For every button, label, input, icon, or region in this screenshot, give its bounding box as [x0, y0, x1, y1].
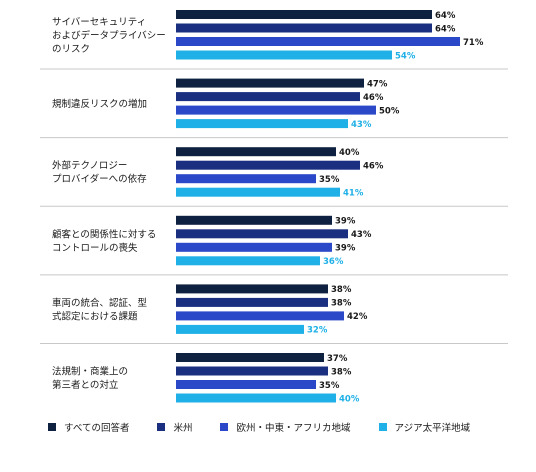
legend-swatch [157, 423, 166, 431]
value-label: 38% [331, 299, 352, 309]
value-label: 40% [339, 148, 360, 158]
value-label: 42% [347, 312, 368, 322]
category-label: およびデータプライバシー [52, 29, 166, 41]
legend-item: 欧州・中東・アフリカ地域 [220, 420, 351, 434]
bar [176, 366, 328, 376]
bar [176, 37, 460, 46]
bar [176, 284, 328, 294]
category-label: 車両の統合、認証、型 [52, 297, 148, 309]
value-label: 47% [367, 79, 388, 89]
bar [176, 105, 376, 115]
value-label: 50% [379, 106, 400, 116]
bar [176, 256, 320, 266]
category-label: 第三者との対立 [52, 379, 118, 391]
value-label: 37% [327, 354, 348, 364]
category-label: 規制違反リスクの増加 [52, 98, 147, 110]
legend-label: すべての回答者 [64, 423, 130, 434]
value-label: 32% [307, 326, 328, 336]
legend-item: アジア太平洋地域 [378, 420, 471, 434]
bar [176, 92, 360, 102]
bar [176, 242, 332, 252]
value-label: 71% [463, 38, 484, 48]
value-label: 46% [363, 93, 384, 103]
value-label: 38% [331, 285, 352, 295]
bar [176, 324, 304, 334]
bar [176, 311, 344, 321]
category-label: 式認定における課題 [52, 310, 138, 322]
bar [176, 119, 348, 129]
category-label: 外部テクノロジー [52, 160, 127, 172]
value-label: 64% [435, 24, 456, 34]
bar [176, 23, 432, 33]
bar [176, 229, 348, 239]
value-label: 54% [395, 51, 416, 61]
legend-swatch [48, 423, 56, 431]
bar [176, 297, 328, 307]
category-label: 法規制・商業上の [52, 366, 128, 378]
category-label: コントロールの喪失 [52, 242, 138, 254]
category-label: 顧客との関係性に対する [52, 228, 156, 240]
legend-label: 欧州・中東・アフリカ地域 [236, 423, 351, 434]
legend: すべての回答者 米州 欧州・中東・アフリカ地域 アジア太平洋地域 [48, 420, 498, 434]
legend-item: 米州 [157, 420, 192, 434]
value-label: 46% [363, 162, 384, 172]
legend-label: 米州 [173, 423, 193, 434]
bar [176, 78, 364, 88]
value-label: 40% [339, 394, 360, 404]
bar [176, 393, 336, 403]
value-label: 39% [335, 217, 356, 227]
category-label: プロバイダーへの依存 [52, 173, 147, 185]
value-label: 35% [319, 175, 340, 185]
bar [176, 187, 340, 197]
value-label: 36% [323, 257, 344, 267]
bar [176, 147, 336, 157]
value-label: 39% [335, 244, 356, 254]
bar [176, 215, 332, 225]
value-label: 41% [343, 189, 364, 199]
value-label: 38% [331, 367, 352, 377]
legend-swatch [378, 423, 387, 431]
bar [176, 353, 324, 362]
value-label: 64% [435, 11, 456, 21]
category-label: サイバーセキュリティ [52, 17, 146, 28]
legend-item: すべての回答者 [48, 420, 129, 434]
bar [176, 10, 432, 19]
bar [176, 174, 316, 184]
bar [176, 160, 360, 170]
bar [176, 50, 392, 60]
legend-label: アジア太平洋地域 [394, 423, 471, 434]
bar [176, 380, 316, 389]
category-label: のリスク [52, 44, 90, 55]
value-label: 43% [351, 230, 372, 240]
legend-swatch [220, 423, 229, 431]
value-label: 43% [351, 120, 372, 130]
value-label: 35% [319, 381, 340, 391]
